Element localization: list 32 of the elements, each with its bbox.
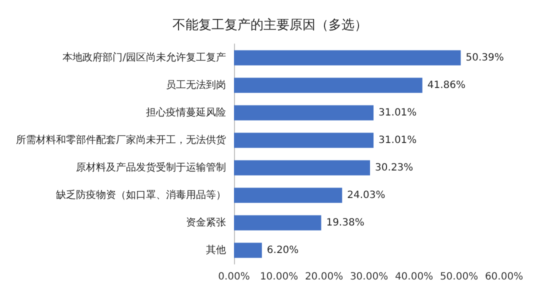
y-tick-label: 员工无法到岗 — [166, 78, 226, 91]
bar — [234, 132, 374, 148]
data-label: 41.86% — [427, 80, 466, 91]
data-label: 31.01% — [378, 107, 417, 118]
x-tick-label: 60.00% — [484, 272, 524, 282]
y-tick-label: 所需材料和零部件配套厂家尚未开工，无法供货 — [16, 134, 226, 146]
bar — [234, 242, 262, 258]
x-tick-label: 30.00% — [350, 272, 388, 282]
y-tick-label: 原材料及产品发货受制于运输管制 — [76, 161, 226, 174]
y-tick-label: 其他 — [206, 244, 226, 256]
x-tick-label: 0.00% — [218, 272, 250, 282]
bar — [234, 105, 374, 120]
x-tick-label: 40.00% — [394, 272, 434, 282]
data-label: 31.01% — [378, 134, 417, 146]
bar — [234, 188, 342, 203]
data-label: 6.20% — [266, 244, 299, 256]
x-tick-label: 20.00% — [304, 272, 344, 282]
bar — [234, 160, 370, 176]
y-tick-label: 本地政府部门/园区尚未允许复工复产 — [62, 51, 226, 64]
bar — [234, 215, 322, 230]
y-tick-label: 资金紧张 — [186, 216, 226, 228]
data-label: 30.23% — [375, 162, 414, 174]
x-tick-label: 10.00% — [260, 272, 298, 282]
x-tick-label: 50.00% — [440, 272, 478, 282]
data-label: 24.03% — [347, 190, 386, 201]
data-label: 50.39% — [466, 52, 504, 64]
y-tick-label: 缺乏防疫物资（如口罩、消毒用品等） — [56, 188, 226, 201]
bar — [234, 78, 422, 93]
bar — [234, 50, 461, 66]
data-label: 19.38% — [326, 217, 364, 228]
chart-title: 不能复工复产的主要原因（多选） — [172, 17, 368, 33]
y-tick-label: 担心疫情蔓延风险 — [146, 106, 226, 118]
